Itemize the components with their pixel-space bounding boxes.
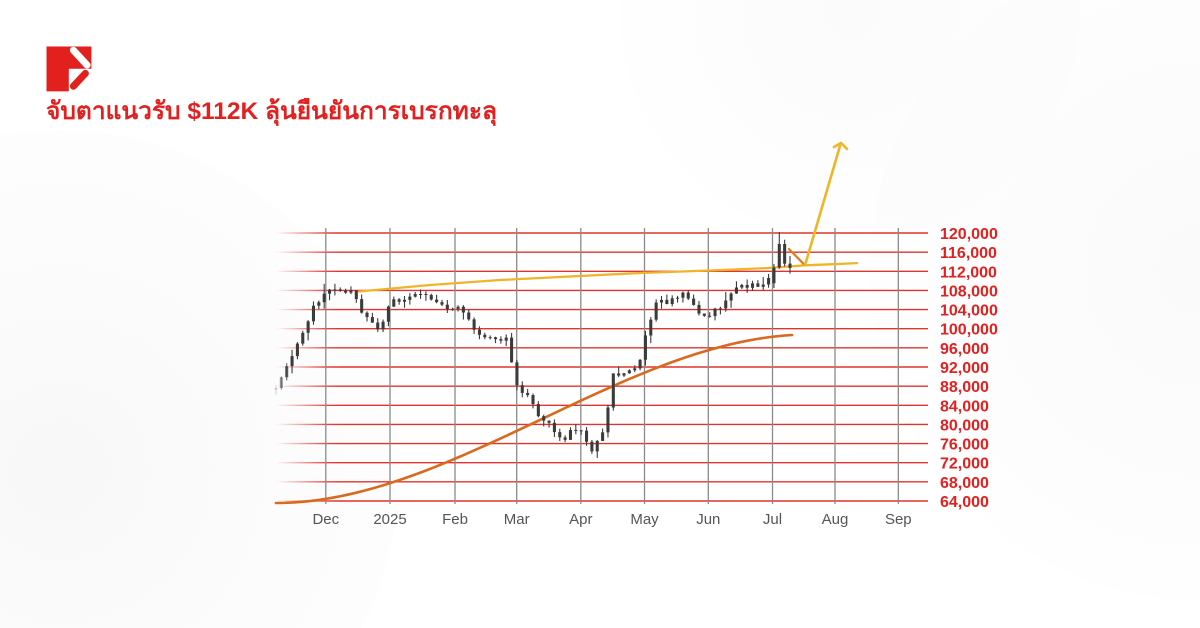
svg-text:76,000: 76,000 — [940, 437, 989, 454]
svg-text:Aug: Aug — [822, 511, 849, 528]
svg-text:84,000: 84,000 — [940, 398, 989, 415]
svg-text:Jul: Jul — [763, 511, 782, 528]
svg-text:68,000: 68,000 — [940, 475, 989, 492]
svg-text:Feb: Feb — [442, 511, 468, 528]
svg-text:72,000: 72,000 — [940, 456, 989, 473]
svg-text:108,000: 108,000 — [940, 283, 998, 300]
svg-text:64,000: 64,000 — [940, 494, 989, 511]
svg-text:Jun: Jun — [696, 511, 720, 528]
svg-text:100,000: 100,000 — [940, 322, 998, 339]
svg-text:Sep: Sep — [885, 511, 912, 528]
svg-text:112,000: 112,000 — [940, 264, 997, 281]
svg-text:92,000: 92,000 — [940, 360, 989, 377]
svg-text:104,000: 104,000 — [940, 303, 998, 320]
svg-text:2025: 2025 — [373, 511, 406, 528]
svg-text:88,000: 88,000 — [940, 379, 989, 396]
svg-text:120,000: 120,000 — [940, 226, 998, 243]
svg-text:Apr: Apr — [569, 511, 592, 528]
svg-text:116,000: 116,000 — [940, 245, 997, 262]
svg-text:Dec: Dec — [312, 511, 339, 528]
svg-text:May: May — [630, 511, 659, 528]
svg-text:Mar: Mar — [504, 511, 530, 528]
svg-text:80,000: 80,000 — [940, 417, 989, 434]
svg-text:96,000: 96,000 — [940, 341, 989, 358]
